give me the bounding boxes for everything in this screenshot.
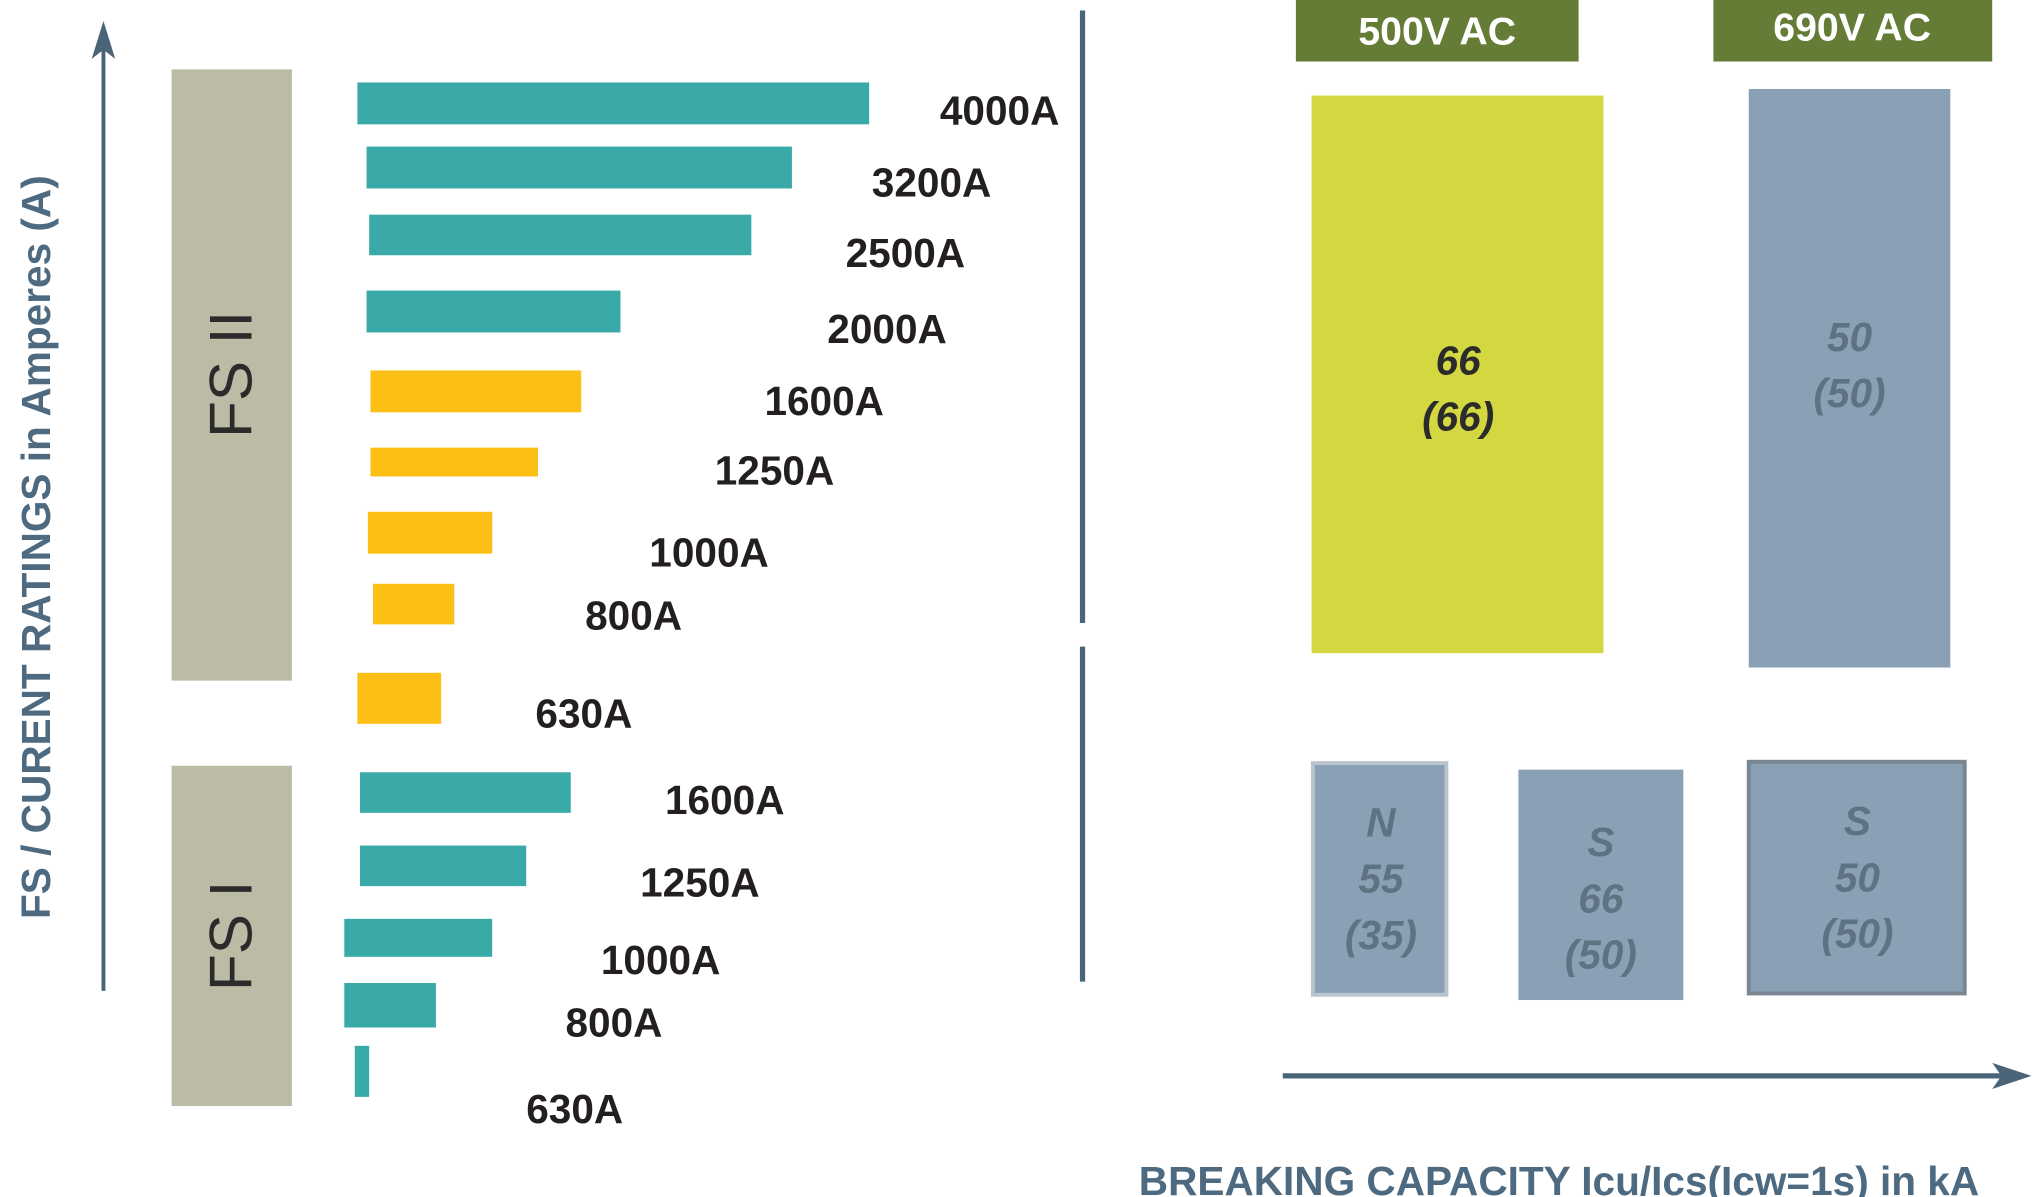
voltage-label: 690V AC [1773, 6, 1931, 50]
rating-label: 2000A [827, 306, 947, 352]
rating-label: 4000A [940, 87, 1060, 133]
rating-bar [359, 845, 527, 887]
rating-bar [370, 447, 539, 477]
voltage-header [1713, 0, 1993, 62]
rating-bar [344, 982, 436, 1028]
rating-bar [359, 772, 571, 813]
fs-label: FS II [197, 311, 264, 438]
capacity-value: (50) [1565, 932, 1637, 978]
rating-bar [366, 290, 621, 333]
arrow-head [1992, 1062, 2032, 1090]
rating-bar [373, 583, 455, 625]
capacity-value: 50 [1827, 314, 1873, 360]
capacity-box [1746, 759, 1967, 996]
rating-label: 1250A [640, 860, 760, 906]
fs-block [171, 69, 292, 681]
rating-bar [357, 82, 870, 125]
rating-label: 630A [526, 1086, 623, 1132]
capacity-value: 66 [1436, 337, 1482, 383]
capacity-value: S [1587, 819, 1614, 865]
capacity-value: 66 [1578, 875, 1624, 921]
capacity-value: N [1366, 799, 1396, 845]
capacity-box [1310, 761, 1449, 997]
capacity-value: (50) [1813, 370, 1885, 416]
rating-label: 1600A [665, 777, 785, 823]
capacity-box [1311, 95, 1604, 654]
rating-label: 1250A [715, 447, 835, 493]
fs-block [171, 765, 292, 1107]
rating-label: 630A [535, 691, 632, 737]
x-axis-label: BREAKING CAPACITY Icu/Ics(Icw=1s) in kA [1139, 1158, 1979, 1197]
voltage-label: 500V AC [1358, 10, 1516, 54]
rating-label: 1600A [764, 378, 884, 424]
rating-label: 800A [565, 1000, 662, 1046]
fs-label: FS I [197, 881, 264, 991]
rating-bar [370, 370, 582, 413]
y-axis-label: FS / CURENT RATINGS in Amperes (A) [13, 175, 59, 919]
rating-bar [357, 672, 442, 724]
capacity-value: (50) [1821, 911, 1893, 957]
rating-label: 1000A [649, 530, 769, 576]
capacity-value: S [1844, 798, 1871, 844]
rating-bar [354, 1045, 370, 1097]
rating-label: 1000A [601, 937, 721, 983]
rating-bar [367, 511, 493, 554]
capacity-value: (66) [1422, 394, 1494, 440]
capacity-value: 50 [1835, 854, 1881, 900]
capacity-box [1518, 769, 1684, 1001]
rating-label: 3200A [872, 159, 992, 205]
arrow-head [91, 20, 116, 59]
rating-label: 2500A [846, 230, 966, 276]
rating-bar [369, 214, 752, 256]
rating-bar [344, 918, 493, 957]
voltage-header [1295, 0, 1579, 62]
capacity-value: (35) [1345, 912, 1417, 958]
capacity-value: 55 [1358, 856, 1405, 902]
capacity-box [1748, 89, 1951, 668]
rating-bar [366, 146, 792, 189]
rating-label: 800A [585, 593, 682, 639]
